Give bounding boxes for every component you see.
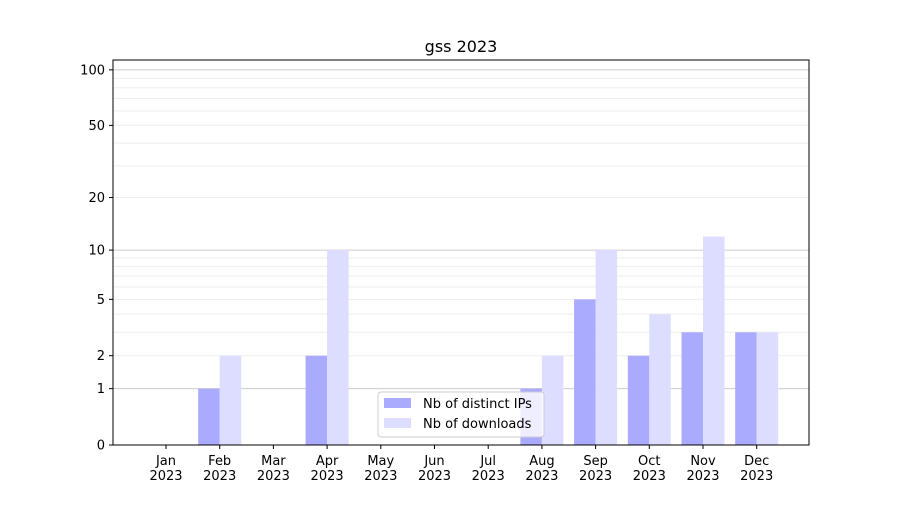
chart-title: gss 2023 — [425, 37, 498, 56]
y-tick-label: 100 — [80, 63, 105, 78]
y-tick-label: 20 — [88, 191, 105, 206]
x-tick-label: Apr 2023 — [311, 454, 344, 484]
bar-distinct-ips — [198, 388, 220, 445]
bar-downloads — [219, 355, 242, 445]
bar-distinct-ips — [735, 332, 757, 445]
bar-downloads — [541, 355, 564, 445]
legend: Nb of distinct IPs Nb of downloads — [377, 391, 545, 438]
legend-swatch — [384, 398, 411, 408]
x-tick-label: Feb 2023 — [203, 454, 236, 484]
bar-downloads — [327, 250, 349, 445]
x-tick-label: Jun 2023 — [418, 454, 451, 484]
y-tick-label: 2 — [97, 349, 105, 364]
x-tick-label: Nov 2023 — [686, 454, 719, 484]
bar-downloads — [595, 250, 618, 445]
bar-downloads — [756, 332, 779, 445]
legend-box — [377, 391, 545, 438]
bar-downloads — [649, 314, 671, 445]
legend-label: Nb of downloads — [423, 417, 532, 432]
bar-distinct-ips — [627, 355, 650, 445]
plot-frame — [112, 59, 810, 446]
bar-distinct-ips — [681, 332, 703, 445]
x-tick-label: Mar 2023 — [257, 454, 290, 484]
x-tick-label: Oct 2023 — [633, 454, 666, 484]
y-tick-label: 10 — [88, 244, 105, 259]
x-tick-label: Sep 2023 — [579, 454, 612, 484]
legend-swatch — [384, 418, 411, 428]
y-tick-label: 0 — [97, 439, 105, 454]
bar-distinct-ips — [574, 299, 596, 445]
x-tick-label: Dec 2023 — [740, 454, 773, 484]
x-tick-label: Jul 2023 — [472, 454, 505, 484]
x-tick-label: Jan 2023 — [149, 454, 182, 484]
y-tick-label: 1 — [97, 382, 105, 397]
y-tick-label: 50 — [88, 119, 105, 134]
x-tick-label: May 2023 — [364, 454, 397, 484]
y-tick-label: 5 — [97, 293, 105, 308]
bar-distinct-ips — [305, 355, 328, 445]
legend-label: Nb of distinct IPs — [423, 397, 532, 412]
bar-downloads — [703, 236, 725, 445]
x-tick-label: Aug 2023 — [525, 454, 558, 484]
